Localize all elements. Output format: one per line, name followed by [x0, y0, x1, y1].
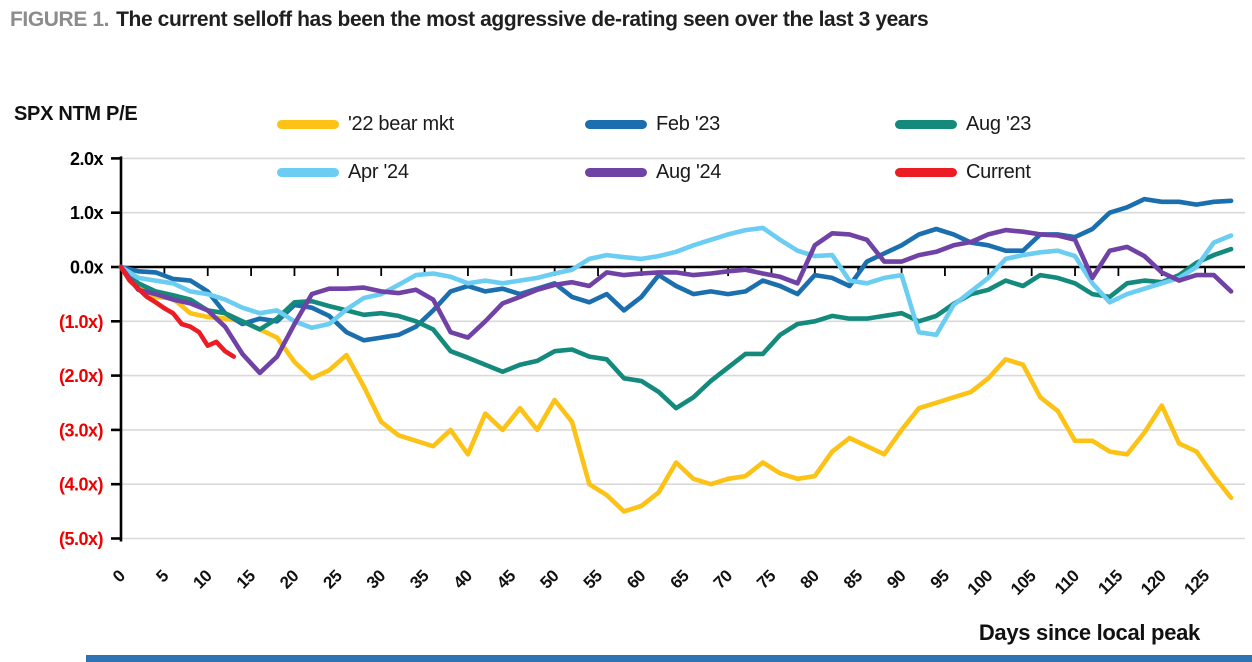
svg-text:15: 15 — [233, 566, 259, 592]
svg-text:(5.0x): (5.0x) — [59, 529, 104, 549]
svg-text:30: 30 — [363, 566, 389, 592]
svg-text:105: 105 — [1007, 566, 1039, 598]
svg-text:55: 55 — [580, 566, 606, 592]
svg-text:125: 125 — [1181, 566, 1213, 598]
svg-text:60: 60 — [623, 566, 649, 592]
svg-text:65: 65 — [666, 566, 692, 592]
svg-text:0.0x: 0.0x — [70, 258, 104, 278]
svg-text:75: 75 — [753, 566, 779, 592]
svg-text:(3.0x): (3.0x) — [59, 420, 104, 440]
footer-accent-bar — [86, 655, 1252, 662]
svg-text:110: 110 — [1051, 566, 1083, 598]
svg-text:100: 100 — [964, 566, 996, 598]
svg-text:85: 85 — [840, 566, 866, 592]
svg-text:25: 25 — [320, 566, 346, 592]
x-axis-title: Days since local peak — [978, 620, 1200, 645]
svg-text:(4.0x): (4.0x) — [59, 475, 104, 495]
svg-text:80: 80 — [797, 566, 823, 592]
svg-text:95: 95 — [927, 566, 953, 592]
svg-text:70: 70 — [710, 566, 736, 592]
svg-text:40: 40 — [450, 566, 476, 592]
svg-text:50: 50 — [536, 566, 562, 592]
svg-text:1.0x: 1.0x — [70, 203, 104, 223]
svg-text:45: 45 — [493, 566, 519, 592]
svg-text:20: 20 — [276, 566, 302, 592]
svg-text:5: 5 — [152, 566, 172, 586]
svg-text:2.0x: 2.0x — [70, 149, 104, 169]
y-axis-title: SPX NTM P/E — [14, 103, 138, 125]
svg-text:(2.0x): (2.0x) — [59, 366, 104, 386]
svg-text:0: 0 — [109, 566, 129, 586]
svg-text:90: 90 — [883, 566, 909, 592]
svg-text:10: 10 — [189, 566, 215, 592]
figure-title: The current selloff has been the most ag… — [116, 8, 929, 31]
figure-number-label: FIGURE 1. — [10, 8, 110, 31]
svg-text:(1.0x): (1.0x) — [59, 312, 104, 332]
svg-text:35: 35 — [406, 566, 432, 592]
figure-header: FIGURE 1. The current selloff has been th… — [10, 8, 929, 32]
svg-text:115: 115 — [1094, 566, 1126, 598]
svg-text:120: 120 — [1137, 566, 1169, 598]
